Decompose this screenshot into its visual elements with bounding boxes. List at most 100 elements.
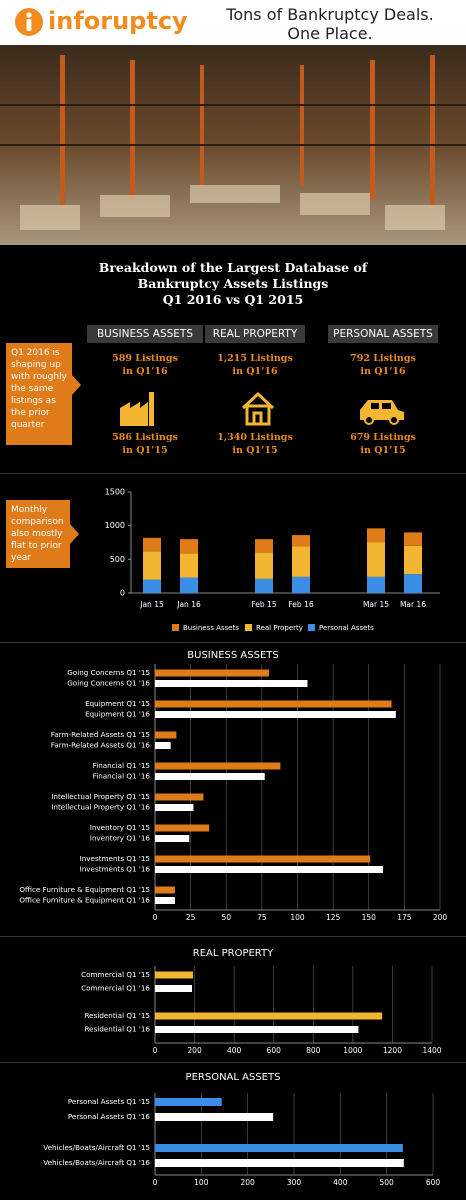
- bar: [155, 1113, 274, 1121]
- bar-segment: [404, 574, 422, 593]
- tagline-line: One Place.: [287, 24, 373, 43]
- category-label: Going Concerns Q1 '15: [67, 668, 150, 677]
- category-label: Personal Assets Q1 '16: [68, 1112, 151, 1121]
- bar: [155, 1026, 359, 1033]
- bar: [155, 1159, 404, 1167]
- separator: [0, 642, 466, 643]
- bar-segment: [143, 551, 161, 580]
- x-tick-label: 0: [153, 1046, 158, 1055]
- x-tick-label: 600: [267, 1046, 282, 1055]
- callout-arrow: [70, 524, 79, 544]
- bar: [155, 742, 171, 749]
- listings-q1-15: 1,340 Listings in Q1’15: [190, 431, 320, 457]
- bar-segment: [255, 552, 273, 579]
- chart: BUSINESS ASSETS 0 25 50 75 100 125 150 175 200 Goi…: [19, 650, 448, 922]
- listings-q1-15: 679 Listings in Q1’15: [318, 431, 448, 457]
- category-label: Residential Q1 '15: [84, 1011, 150, 1020]
- bar-segment: [143, 537, 161, 552]
- text: in Q1’15: [232, 445, 278, 456]
- text: in Q1’15: [360, 445, 406, 456]
- x-tick-label: 100: [290, 913, 305, 922]
- x-tick-label: 0: [153, 913, 158, 922]
- bar-segment: [292, 576, 310, 593]
- x-tick-label: 150: [362, 913, 377, 922]
- category-label: Farm-Related Assets Q1 '16: [51, 741, 151, 750]
- tagline-line: Tons of Bankruptcy Deals.: [226, 5, 434, 24]
- chart-title: PERSONAL ASSETS: [186, 1072, 281, 1083]
- listings-q1-15: 586 Listings in Q1’15: [80, 431, 210, 457]
- category-label: Office Furniture & Equipment Q1 '15: [19, 885, 150, 894]
- bar: [155, 1144, 403, 1152]
- bar: [155, 897, 175, 904]
- chart-title: REAL PROPERTY: [193, 948, 274, 959]
- legend-label: Personal Assets: [319, 624, 374, 632]
- x-tick-label: 200: [433, 913, 448, 922]
- tagline: Tons of Bankruptcy Deals. One Place.: [200, 5, 460, 43]
- text: 792 Listings: [350, 353, 416, 364]
- text: 589 Listings: [112, 353, 178, 364]
- bar: [155, 1012, 383, 1020]
- category-label: Vehicles/Boats/Aircraft Q1 '15: [43, 1143, 150, 1152]
- bar: [155, 793, 204, 801]
- x-tick-label: 200: [241, 1178, 256, 1187]
- bar: [155, 804, 194, 811]
- category-label: Intellectual Property Q1 '15: [51, 792, 150, 801]
- x-tick-label: 0: [153, 1178, 158, 1187]
- text: 1,340 Listings: [217, 432, 293, 443]
- listings-q1-16: 792 Listings in Q1’16: [318, 352, 448, 378]
- warehouse-photo: [0, 45, 466, 245]
- callout: Q1 2016 is shaping up with roughly the s…: [6, 343, 72, 445]
- section-heading: REAL PROPERTY: [205, 325, 305, 343]
- bar-segment: [367, 528, 385, 543]
- category-label: Financial Q1 '15: [93, 761, 150, 770]
- listings-q1-16: 1,215 Listings in Q1’16: [190, 352, 320, 378]
- bar-segment: [255, 578, 273, 593]
- x-tick-label: 500: [380, 1178, 395, 1187]
- logo-text: inforuptcy: [48, 7, 188, 35]
- bar: [155, 1098, 222, 1106]
- x-tick-label: Mar 16: [400, 600, 426, 609]
- x-tick-label: Jan 15: [139, 600, 164, 609]
- bar: [155, 824, 210, 832]
- x-tick-label: 800: [306, 1046, 321, 1055]
- category-label: Inventory Q1 '15: [90, 823, 150, 832]
- section-heading: BUSINESS ASSETS: [87, 325, 203, 343]
- legend-label: Business Assets: [183, 624, 239, 632]
- callout-arrow: [72, 375, 81, 395]
- car-icon: [360, 400, 404, 425]
- category-label: Commercial Q1 '15: [81, 970, 150, 979]
- text: 586 Listings: [112, 432, 178, 443]
- category-label: Going Concerns Q1 '16: [67, 679, 150, 688]
- chart-title: BUSINESS ASSETS: [187, 650, 278, 661]
- legend-label: Real Property: [256, 624, 303, 632]
- house-icon: [241, 391, 275, 426]
- legend-swatch: [308, 624, 315, 631]
- bar: [155, 835, 190, 842]
- category-label: Equipment Q1 '16: [85, 710, 150, 719]
- bar: [155, 985, 192, 992]
- x-tick-label: 200: [187, 1046, 202, 1055]
- bar-segment: [180, 553, 198, 578]
- x-tick-label: 600: [426, 1178, 441, 1187]
- x-tick-label: 50: [221, 913, 231, 922]
- text: in Q1’15: [122, 445, 168, 456]
- bar: [155, 669, 269, 677]
- section-heading: PERSONAL ASSETS: [328, 325, 438, 343]
- bar-segment: [292, 546, 310, 577]
- listings-q1-16: 589 Listings in Q1’16: [80, 352, 210, 378]
- bar: [155, 866, 383, 873]
- y-tick-label: 1500: [105, 488, 125, 497]
- legend-swatch: [172, 624, 179, 631]
- separator: [0, 473, 466, 474]
- category-label: Inventory Q1 '16: [90, 834, 151, 843]
- bar: [155, 731, 177, 739]
- text: in Q1’16: [122, 366, 168, 377]
- x-tick-label: Feb 16: [288, 600, 313, 609]
- x-tick-label: 1400: [422, 1046, 441, 1055]
- separator: [0, 936, 466, 937]
- x-tick-label: Feb 15: [251, 600, 276, 609]
- category-label: Commercial Q1 '16: [81, 984, 150, 993]
- bar-segment: [367, 542, 385, 577]
- bar-segment: [404, 532, 422, 546]
- logo-icon: [15, 8, 43, 36]
